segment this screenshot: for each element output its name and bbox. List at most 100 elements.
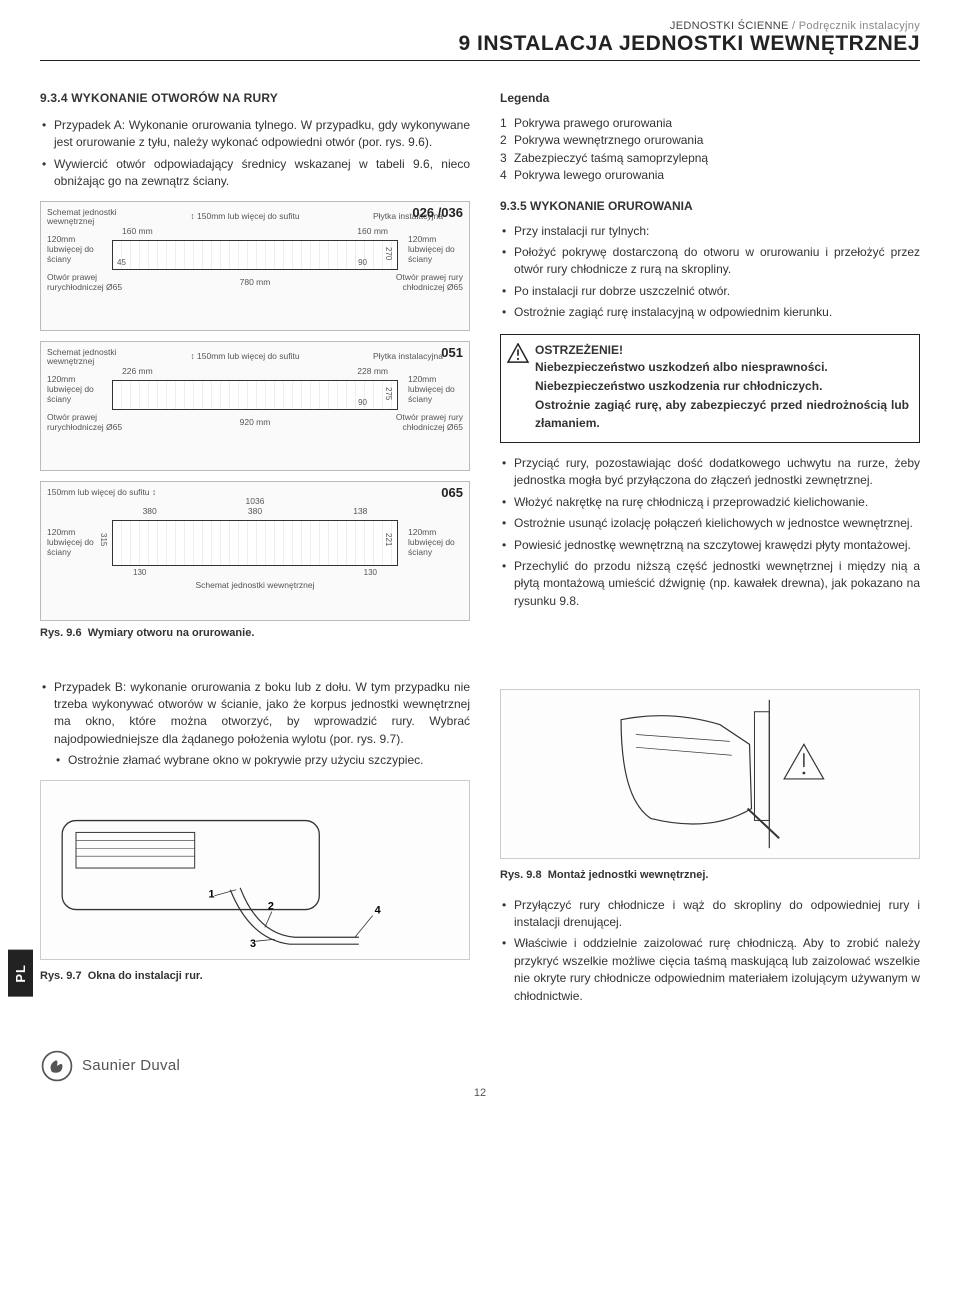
b-list2-5: Przechylić do przodu niższą część jednos… <box>500 558 920 610</box>
brand-logo: Saunier Duval <box>40 1049 180 1083</box>
fig-96-text: Wymiary otworu na orurowanie. <box>88 627 255 639</box>
diagram-051: 051 Schemat jednostki wewnętrznej ↕ 150m… <box>40 341 470 471</box>
schema-label: Schemat jednostki wewnętrznej <box>47 348 117 368</box>
legend-list: 1Pokrywa prawego orurowania 2Pokrywa wew… <box>500 115 920 185</box>
right-column: Legenda 1Pokrywa prawego orurowania 2Pok… <box>500 91 920 655</box>
mount-plate-rect: 315 221 130 130 <box>112 520 398 566</box>
section-935-title: 9.3.5 WYKONANIE ORUROWANIA <box>500 199 920 213</box>
dim-130b: 130 <box>364 568 377 577</box>
legend-title: Legenda <box>500 91 920 105</box>
model-label: 065 <box>441 486 463 501</box>
fig-98-caption: Rys. 9.8 Montaż jednostki wewnętrznej. <box>500 869 920 881</box>
fig-98-sketch <box>500 689 920 859</box>
b-list2-2: Włożyć nakrętkę na rurę chłodniczą i prz… <box>500 494 920 511</box>
left-wall-note: 120mm lubwięcej do ściany <box>47 235 102 264</box>
legend-item: 4Pokrywa lewego orurowania <box>500 167 920 184</box>
dim-160-right: 160 mm <box>357 227 388 237</box>
schema-bottom-label: Schemat jednostki wewnętrznej <box>47 581 463 591</box>
brand-logo-icon <box>40 1049 74 1083</box>
lower-r-b1: Przyłączyć rury chłodnicze i wąż do skro… <box>500 897 920 932</box>
ceiling-note: 150mm lub więcej do sufitu <box>197 351 300 361</box>
page-footer: Saunier Duval <box>40 1049 920 1083</box>
fig-97-sketch: 1 2 3 4 <box>40 780 470 960</box>
svg-text:2: 2 <box>268 900 274 912</box>
b-list2-1: Przyciąć rury, pozostawiając dość dodatk… <box>500 455 920 490</box>
section-934-title: 9.3.4 WYKONANIE OTWORÓW NA RURY <box>40 91 470 105</box>
left-column: 9.3.4 WYKONANIE OTWORÓW NA RURY Przypade… <box>40 91 470 655</box>
lower-right-column: Rys. 9.8 Montaż jednostki wewnętrznej. P… <box>500 679 920 1009</box>
case-b-text: Przypadek B: wykonanie orurowania z boku… <box>40 679 470 749</box>
width-label: 780 mm <box>240 278 271 288</box>
lower-left-column: Przypadek B: wykonanie orurowania z boku… <box>40 679 470 1009</box>
hole-right-label: Otwór prawej rury chłodniczej Ø65 <box>373 273 463 293</box>
lower-r-b2: Właściwie i oddzielnie zaizolować rurę c… <box>500 935 920 1005</box>
legend-item: 3Zabezpieczyć taśmą samoprzylepną <box>500 150 920 167</box>
ceiling-note: 150mm lub więcej do sufitu <box>47 487 150 497</box>
ceiling-note: 150mm lub więcej do sufitu <box>197 211 300 221</box>
left-wall-note: 120mm lubwięcej do ściany <box>47 528 102 557</box>
page-header: JEDNOSTKI ŚCIENNE / Podręcznik instalacy… <box>40 20 920 61</box>
b-list2-3: Ostrożnie usunąć izolację połączeń kieli… <box>500 515 920 532</box>
fig-98-num: Rys. 9.8 <box>500 869 542 881</box>
fig-98-text: Montaż jednostki wewnętrznej. <box>548 869 709 881</box>
breadcrumb: JEDNOSTKI ŚCIENNE / Podręcznik instalacy… <box>40 20 920 32</box>
brand-name: Saunier Duval <box>82 1057 180 1074</box>
fig-96-caption: Rys. 9.6 Wymiary otworu na orurowanie. <box>40 627 470 639</box>
dim-45: 45 <box>117 258 126 267</box>
svg-text:3: 3 <box>250 938 256 950</box>
warning-line-3: Ostrożnie zagiąć rurę, aby zabezpieczyć … <box>535 397 909 432</box>
fig-97-num: Rys. 9.7 <box>40 970 82 982</box>
warning-icon <box>507 343 529 363</box>
hole-left-label: Otwór prawej rurychłodniczej Ø65 <box>47 273 137 293</box>
fig-97-caption: Rys. 9.7 Okna do instalacji rur. <box>40 970 470 982</box>
warning-line-1: Niebezpieczeństwo uszkodzeń albo niespra… <box>535 359 909 376</box>
warning-line-2: Niebezpieczeństwo uszkodzenia rur chłodn… <box>535 378 909 395</box>
case-b-sub: Ostrożnie złamać wybrane okno w pokrywie… <box>54 752 470 769</box>
fig-96-num: Rys. 9.6 <box>40 627 82 639</box>
dim-221: 221 <box>384 533 393 546</box>
mount-plate-rect: 45 90 270 <box>112 240 398 270</box>
legend-item: 2Pokrywa wewnętrznego orurowania <box>500 132 920 149</box>
b935-3: Ostrożnie zagiąć rurę instalacyjną w odp… <box>500 304 920 321</box>
warning-title: OSTRZEŻENIE! <box>535 343 909 357</box>
b935-1: Położyć pokrywę dostarczoną do otworu w … <box>500 244 920 279</box>
dim-315: 315 <box>99 533 108 546</box>
fig-97-text: Okna do instalacji rur. <box>88 970 203 982</box>
schema-label: Schemat jednostki wewnętrznej <box>47 208 117 228</box>
model-label: 051 <box>441 346 463 361</box>
dim-160-left: 160 mm <box>122 227 153 237</box>
right-wall-note: 120mm lubwięcej do ściany <box>408 235 463 264</box>
b935-2: Po instalacji rur dobrze uszczelnić otwó… <box>500 283 920 300</box>
dim-275: 275 <box>384 387 393 400</box>
dim-270: 270 <box>384 247 393 260</box>
left-wall-note: 120mm lubwięcej do ściany <box>47 375 102 404</box>
warning-box: OSTRZEŻENIE! Niebezpieczeństwo uszkodzeń… <box>500 334 920 444</box>
dim-138: 138 <box>353 507 367 517</box>
language-tab: PL <box>8 950 33 997</box>
case-a-bullet-1: Wywiercić otwór odpowiadający średnicy w… <box>40 156 470 191</box>
diagram-026-036: 026 /036 Schemat jednostki wewnętrznej ↕… <box>40 201 470 331</box>
b-list2-4: Powiesić jednostkę wewnętrzną na szczyto… <box>500 537 920 554</box>
width-label: 920 mm <box>240 418 271 428</box>
legend-item: 1Pokrywa prawego orurowania <box>500 115 920 132</box>
breadcrumb-doc: Podręcznik instalacyjny <box>799 20 920 32</box>
b935-intro: Przy instalacji rur tylnych: <box>500 223 920 240</box>
breadcrumb-category: JEDNOSTKI ŚCIENNE <box>670 20 789 32</box>
hole-left-label: Otwór prawej rurychłodniczej Ø65 <box>47 413 137 433</box>
right-wall-note: 120mm lubwięcej do ściany <box>408 528 463 557</box>
page-title: 9 INSTALACJA JEDNOSTKI WEWNĘTRZNEJ <box>40 32 920 61</box>
svg-text:1: 1 <box>209 888 215 900</box>
diagram-065: 065 150mm lub więcej do sufitu ↕ 1036 38… <box>40 481 470 621</box>
dim-130a: 130 <box>133 568 146 577</box>
page-number: 12 <box>474 1087 486 1099</box>
hole-right-label: Otwór prawej rury chłodniczej Ø65 <box>373 413 463 433</box>
svg-text:4: 4 <box>375 904 381 916</box>
mount-plate-rect: 90 275 <box>112 380 398 410</box>
dim-380b: 380 <box>248 507 262 517</box>
right-wall-note: 120mm lubwięcej do ściany <box>408 375 463 404</box>
dim-90: 90 <box>358 398 367 407</box>
dim-380a: 380 <box>143 507 157 517</box>
dim-226: 226 mm <box>122 367 153 377</box>
model-label: 026 /036 <box>412 206 463 221</box>
dim-90: 90 <box>358 258 367 267</box>
